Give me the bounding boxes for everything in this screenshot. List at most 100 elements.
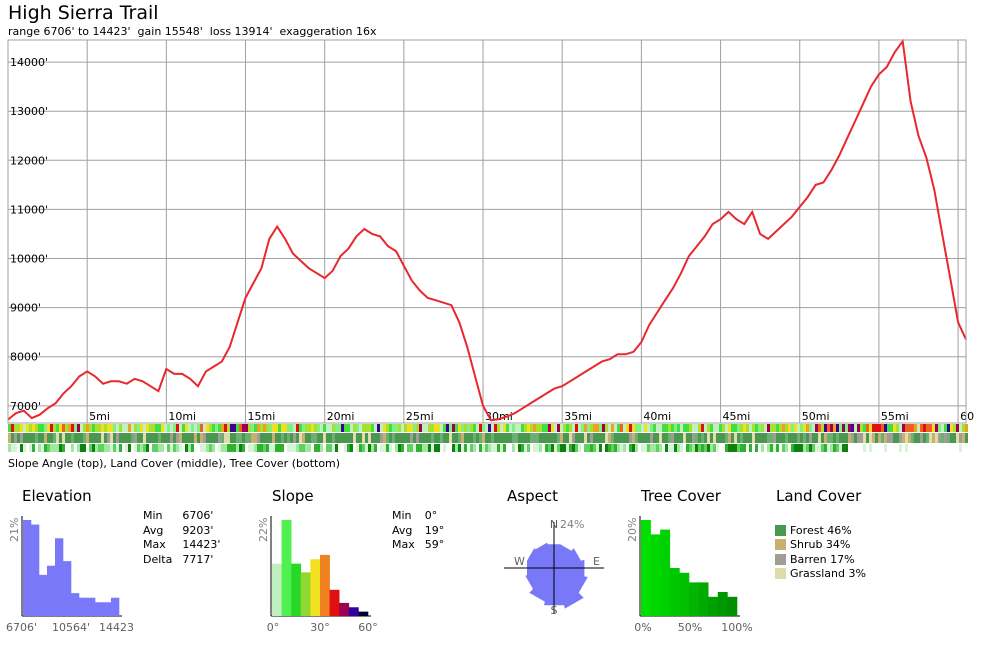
- hist-bar: [55, 538, 64, 616]
- x-tick-label: 15mi: [248, 410, 276, 423]
- stat-value: 19°: [424, 523, 445, 537]
- hist-bar: [727, 596, 738, 616]
- hist-bar: [348, 607, 359, 616]
- stat-label: Min: [143, 509, 163, 522]
- hist-ylabel: 20%: [626, 518, 639, 542]
- stat-label: Avg: [143, 523, 164, 537]
- stat-value: 14423': [182, 538, 221, 551]
- hist-bar: [272, 563, 282, 616]
- stat-label: Avg: [392, 523, 413, 537]
- hist-bar: [320, 554, 330, 616]
- hist-bar: [641, 520, 651, 616]
- hist-bar: [689, 582, 699, 616]
- stat-row: Avg 19°: [392, 524, 454, 539]
- legend-swatch: [775, 524, 786, 536]
- aspect-direction-label: N: [550, 518, 558, 531]
- legend-label: Shrub 34%: [790, 538, 851, 552]
- hist-ylabel: 22%: [257, 518, 270, 542]
- legend-label: Grassland 3%: [790, 567, 866, 581]
- y-tick-label: 13000': [10, 105, 48, 118]
- hist-bar: [679, 572, 690, 616]
- legend-label: Forest 46%: [790, 523, 852, 537]
- stat-row: Delta 7717': [143, 553, 230, 568]
- hist-tick-label: 30°: [310, 621, 330, 634]
- slope-stats: Min 0° Avg 19° Max 59°: [392, 509, 454, 553]
- hist-bar: [63, 561, 72, 616]
- hist-bar: [310, 559, 321, 616]
- band-caption: Slope Angle (top), Land Cover (middle), …: [8, 457, 341, 470]
- stat-row: Min 0°: [392, 509, 454, 524]
- aspect-max-label: 24%: [560, 518, 584, 531]
- elevation-stats: Min 6706' Avg 9203' Max 14423' Delta 7717': [143, 509, 230, 567]
- hist-tick-label: 14423: [99, 621, 134, 634]
- x-tick-label: 35mi: [564, 410, 592, 423]
- hist-tick-label: 10564': [52, 621, 90, 634]
- stat-row: Max 14423': [143, 538, 230, 553]
- stat-label: Max: [143, 538, 166, 551]
- legend-item: Grassland 3%: [775, 567, 866, 582]
- land-cover-panel-title: Land Cover: [776, 487, 862, 505]
- hist-tick-label: 0%: [634, 621, 651, 634]
- hist-bar: [31, 524, 40, 616]
- hist-tick-label: 50%: [678, 621, 702, 634]
- x-tick-label: 5mi: [89, 410, 110, 423]
- profile-tick-labels: 7000' 8000' 9000' 10000' 11000' 12000' 13000' 1…: [10, 56, 974, 423]
- hist-tick-label: 0°: [267, 621, 280, 634]
- x-tick-label: 20mi: [327, 410, 355, 423]
- stat-label: Max: [392, 538, 415, 551]
- hist-bar: [111, 597, 120, 616]
- aspect-shape: [525, 542, 588, 609]
- x-tick-label: 60: [960, 410, 974, 423]
- slope-panel-title: Slope: [272, 487, 314, 505]
- hist-bar: [717, 592, 728, 616]
- stat-value: 6706': [182, 509, 214, 522]
- hist-bar: [329, 589, 340, 616]
- elevation-profile-line: [7, 38, 967, 422]
- tree-cover-panel-title: Tree Cover: [641, 487, 721, 505]
- hist-bar: [79, 597, 88, 616]
- profile-summary: range 6706' to 14423' gain 15548' loss 1…: [8, 25, 377, 38]
- stat-value: 9203': [182, 523, 214, 537]
- hist-bar: [660, 529, 671, 616]
- legend-swatch: [775, 568, 786, 580]
- hist-bar: [708, 596, 719, 616]
- y-tick-label: 14000': [10, 56, 48, 69]
- land-cover-legend: Forest 46% Shrub 34% Barren 17% Grassland 3…: [775, 523, 866, 581]
- elevation-histogram: 21% 6706' 10564' 14423: [6, 516, 134, 634]
- hist-bar: [358, 611, 369, 616]
- aspect-panel-title: Aspect: [507, 487, 558, 505]
- legend-swatch: [775, 553, 786, 565]
- x-tick-label: 25mi: [406, 410, 434, 423]
- stat-label: Min: [392, 509, 412, 522]
- legend-item: Shrub 34%: [775, 538, 866, 553]
- x-tick-label: 55mi: [881, 410, 909, 423]
- y-tick-label: 11000': [10, 203, 48, 216]
- hist-bar: [47, 565, 56, 616]
- page-title: High Sierra Trail: [8, 2, 159, 24]
- aspect-direction-label: W: [514, 555, 525, 568]
- hist-tick-label: 100%: [721, 621, 752, 634]
- slope-histogram: 22% 0° 30° 60°: [257, 516, 378, 634]
- x-tick-label: 50mi: [802, 410, 830, 423]
- hist-bar: [95, 602, 104, 616]
- y-tick-label: 7000': [10, 400, 41, 413]
- legend-item: Forest 46%: [775, 523, 866, 538]
- y-tick-label: 9000': [10, 302, 41, 315]
- x-tick-label: 40mi: [643, 410, 671, 423]
- aspect-direction-label: S: [551, 604, 558, 617]
- hist-bar: [87, 597, 96, 616]
- hist-bar: [300, 572, 311, 616]
- profile-frame: [7, 39, 967, 424]
- hist-tick-label: 60°: [358, 621, 378, 634]
- stat-row: Min 6706': [143, 509, 230, 524]
- profile-bands: [8, 424, 968, 452]
- hist-bar: [103, 602, 112, 616]
- stat-label: Delta: [143, 552, 173, 566]
- hist-bar: [650, 534, 661, 616]
- stat-row: Avg 9203': [143, 524, 230, 539]
- hist-bar: [291, 563, 302, 616]
- tree-cover-histogram: 20% 0% 50% 100%: [626, 516, 753, 634]
- y-tick-label: 8000': [10, 351, 41, 364]
- hist-bar: [669, 568, 680, 616]
- hist-bar: [39, 574, 48, 616]
